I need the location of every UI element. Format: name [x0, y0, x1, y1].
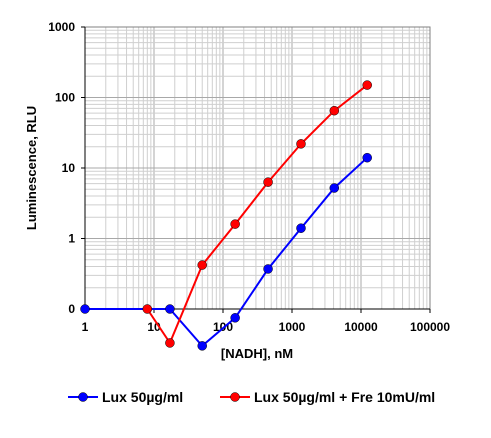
x-tick-label: 1 — [82, 320, 89, 334]
data-point-1 — [197, 341, 207, 351]
data-point-2 — [329, 105, 340, 116]
x-tick-label: 100000 — [410, 320, 450, 334]
x-tick-label: 10000 — [344, 320, 378, 334]
y-tick-label: 10 — [62, 161, 76, 175]
grid — [84, 27, 430, 310]
x-tick-labels: 1 10 100 1000 10000 100000 — [82, 320, 451, 334]
data-point-1 — [230, 313, 240, 323]
x-axis-label: [NADH], nM — [221, 346, 293, 361]
y-axis-label: Luminescence, RLU — [24, 106, 39, 230]
data-point-2 — [142, 304, 153, 314]
data-point-2 — [263, 177, 273, 187]
data-point-2 — [296, 139, 306, 149]
data-point-2 — [362, 80, 372, 90]
data-point-1 — [362, 152, 372, 163]
data-point-1 — [329, 183, 340, 193]
y-tick-labels: 0110100100010000 — [48, 20, 76, 316]
x-tick-label: 1000 — [279, 320, 306, 334]
legend: Lux 50µg/ml Lux 50µg/ml + Fre 10mU/ml — [68, 389, 435, 405]
series-layer — [80, 80, 372, 351]
legend-marker-2 — [230, 392, 240, 402]
y-tick-label: 0 — [68, 302, 75, 316]
legend-label-2: Lux 50µg/ml + Fre 10mU/ml — [254, 389, 435, 405]
data-point-1 — [165, 304, 175, 314]
legend-marker-1 — [78, 392, 88, 402]
legend-label-1: Lux 50µg/ml — [102, 389, 183, 405]
series-line-2 — [146, 84, 368, 346]
data-point-2 — [197, 260, 207, 270]
data-point-1 — [263, 264, 273, 274]
y-tick-label: 1000 — [48, 20, 75, 34]
y-tick-label: 1 — [68, 232, 75, 246]
y-tick-label: 100 — [55, 91, 75, 105]
data-point-2 — [230, 219, 240, 229]
series-line-1 — [85, 156, 368, 348]
data-point-1 — [80, 304, 90, 314]
data-point-2 — [165, 338, 175, 348]
data-point-1 — [296, 223, 306, 233]
